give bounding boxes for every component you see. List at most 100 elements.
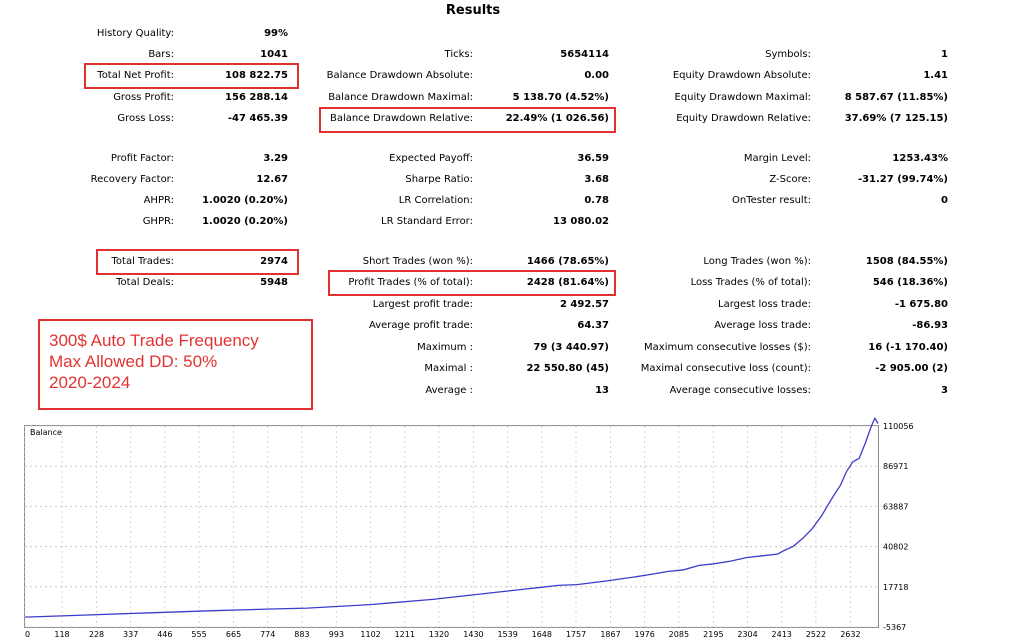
x-tick-label: 2413: [772, 630, 792, 639]
highlight-balance-dd-relative: [319, 107, 616, 133]
gross-profit-label: Gross Profit:: [113, 92, 174, 103]
y-tick-label: 110056: [883, 422, 914, 431]
maximal-consecutive-loss-value: -2 905.00 (2): [875, 363, 948, 374]
highlight-total-trades: [96, 249, 299, 275]
x-tick-label: 993: [329, 630, 344, 639]
x-tick-label: 2632: [840, 630, 860, 639]
x-axis-ticks: 0 118 228 337 446 555 665 774 883 993 1102 1211 1320…: [25, 630, 861, 639]
profit-trades-label: Profit Trades (% of total):: [348, 277, 473, 288]
lr-standard-error-value: 13 080.02: [553, 216, 609, 227]
long-trades-value: 1508 (84.55%): [865, 256, 948, 267]
ticks-label: Ticks:: [444, 49, 473, 60]
average-loss-trade-label: Average loss trade:: [714, 320, 811, 331]
x-tick-label: 555: [191, 630, 206, 639]
average-loss-trade-value: -86.93: [912, 320, 948, 331]
largest-profit-trade-value: 2 492.57: [559, 299, 609, 310]
sharpe-ratio-label: Sharpe Ratio:: [405, 174, 473, 185]
x-tick-label: 1539: [497, 630, 517, 639]
sharpe-ratio-value: 3.68: [584, 174, 609, 185]
recovery-factor-label: Recovery Factor:: [90, 174, 174, 185]
largest-loss-trade-value: -1 675.80: [894, 299, 948, 310]
x-tick-label: 665: [226, 630, 241, 639]
chart-title: Balance: [30, 428, 62, 437]
max-consecutive-wins-label: Maximum :: [417, 342, 473, 353]
profit-factor-value: 3.29: [263, 153, 288, 164]
y-axis-ticks: 110056 86971 63887 40802 17718 -5367: [883, 422, 914, 632]
x-tick-label: 2304: [737, 630, 757, 639]
x-tick-label: 337: [123, 630, 138, 639]
x-tick-label: 774: [260, 630, 275, 639]
highlight-net-profit: [84, 63, 299, 89]
average-consecutive-wins-value: 13: [595, 385, 609, 396]
x-tick-label: 883: [294, 630, 309, 639]
y-tick-label: 63887: [883, 502, 908, 511]
equity-dd-maximal-label: Equity Drawdown Maximal:: [674, 92, 811, 103]
equity-dd-maximal-value: 8 587.67 (11.85%): [844, 92, 948, 103]
x-tick-label: 0: [25, 630, 30, 639]
total-deals-value: 5948: [260, 277, 288, 288]
margin-level-label: Margin Level:: [743, 153, 811, 164]
ghpr-value: 1.0020 (0.20%): [202, 216, 288, 227]
x-tick-label: 1648: [532, 630, 552, 639]
ghpr-label: GHPR:: [142, 216, 174, 227]
short-trades-value: 1466 (78.65%): [526, 256, 609, 267]
equity-dd-absolute-value: 1.41: [923, 70, 948, 81]
balance-dd-maximal-label: Balance Drawdown Maximal:: [328, 92, 473, 103]
highlight-profit-trades: [328, 270, 616, 296]
average-consecutive-wins-label: Average :: [425, 385, 473, 396]
y-tick-label: 86971: [883, 462, 908, 471]
loss-trades-label: Loss Trades (% of total):: [690, 277, 811, 288]
loss-trades-value: 546 (18.36%): [872, 277, 948, 288]
total-net-profit-label: Total Net Profit:: [97, 70, 174, 81]
max-consecutive-losses-label: Maximum consecutive losses ($):: [644, 342, 811, 353]
ontester-result-value: 0: [941, 195, 948, 206]
total-deals-label: Total Deals:: [116, 277, 174, 288]
bars-value: 1041: [260, 49, 288, 60]
lr-correlation-label: LR Correlation:: [398, 195, 473, 206]
balance-dd-maximal-value: 5 138.70 (4.52%): [512, 92, 609, 103]
x-tick-label: 1102: [360, 630, 380, 639]
x-tick-label: 2522: [806, 630, 826, 639]
x-tick-label: 2085: [669, 630, 689, 639]
note-line-1: 300$ Auto Trade Frequency: [49, 331, 259, 350]
x-tick-label: 1320: [429, 630, 449, 639]
expected-payoff-value: 36.59: [577, 153, 609, 164]
z-score-label: Z-Score:: [769, 174, 811, 185]
ahpr-value: 1.0020 (0.20%): [202, 195, 288, 206]
equity-dd-relative-value: 37.69% (7 125.15): [844, 113, 948, 124]
long-trades-label: Long Trades (won %):: [703, 256, 811, 267]
profit-factor-label: Profit Factor:: [110, 153, 174, 164]
total-trades-label: Total Trades:: [111, 256, 175, 267]
ahpr-label: AHPR:: [143, 195, 174, 206]
average-consecutive-losses-label: Average consecutive losses:: [669, 385, 811, 396]
equity-dd-absolute-label: Equity Drawdown Absolute:: [672, 70, 811, 81]
x-tick-label: 2195: [703, 630, 723, 639]
max-consecutive-losses-value: 16 (-1 170.40): [868, 342, 948, 353]
x-tick-label: 228: [89, 630, 104, 639]
gross-profit-value: 156 288.14: [225, 92, 288, 103]
lr-standard-error-label: LR Standard Error:: [381, 216, 473, 227]
chart-grid: [24, 425, 878, 628]
recovery-factor-value: 12.67: [256, 174, 288, 185]
lr-correlation-value: 0.78: [584, 195, 609, 206]
history-quality-label: History Quality:: [96, 28, 174, 39]
maximal-consecutive-loss-label: Maximal consecutive loss (count):: [640, 363, 811, 374]
profit-trades-value: 2428 (81.64%): [526, 277, 609, 288]
balance-dd-absolute-value: 0.00: [584, 70, 609, 81]
x-tick-label: 446: [157, 630, 172, 639]
balance-dd-relative-label: Balance Drawdown Relative:: [329, 113, 473, 124]
balance-chart-frame: [24, 425, 879, 628]
x-tick-label: 1867: [600, 630, 620, 639]
largest-loss-trade-label: Largest loss trade:: [718, 299, 811, 310]
ticks-value: 5654114: [560, 49, 609, 60]
bars-label: Bars:: [148, 49, 174, 60]
average-profit-trade-value: 64.37: [577, 320, 609, 331]
maximal-consecutive-profit-value: 22 550.80 (45): [526, 363, 609, 374]
expected-payoff-label: Expected Payoff:: [389, 153, 473, 164]
balance-series-line: [24, 416, 879, 618]
largest-profit-trade-label: Largest profit trade:: [372, 299, 473, 310]
equity-dd-relative-label: Equity Drawdown Relative:: [676, 113, 811, 124]
y-tick-label: -5367: [883, 623, 906, 632]
max-consecutive-wins-value: 79 (3 440.97): [533, 342, 609, 353]
